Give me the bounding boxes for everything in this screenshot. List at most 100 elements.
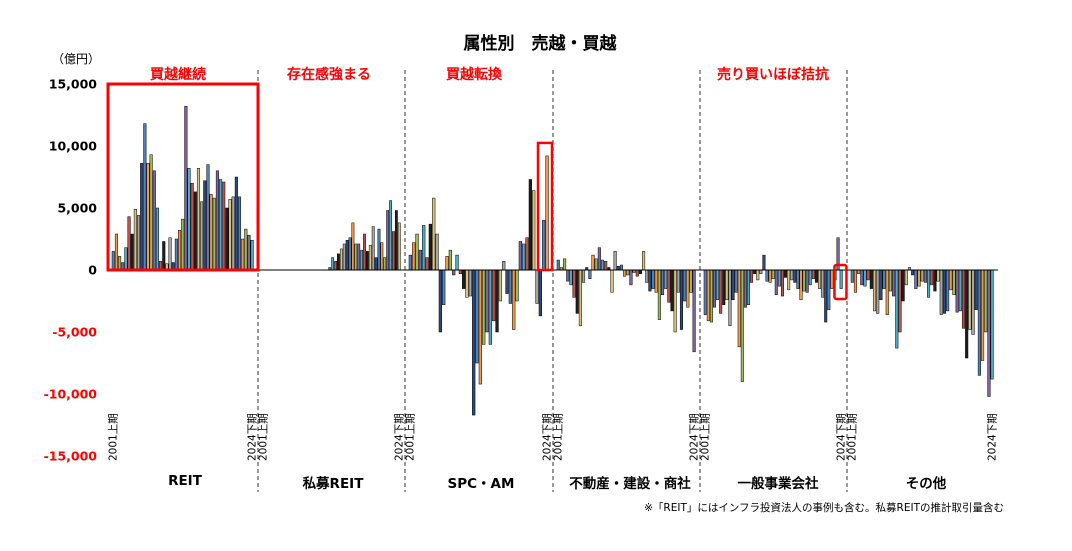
bar (545, 155, 549, 271)
period-start-label: 2001上期 (257, 413, 269, 461)
bar (528, 179, 532, 271)
bar (130, 233, 134, 271)
bar (974, 269, 978, 310)
bar (623, 269, 627, 277)
bar (495, 269, 499, 333)
y-tick-label: 0 (88, 263, 97, 278)
bar (468, 269, 472, 297)
bar (796, 269, 800, 289)
bar (895, 269, 899, 349)
bar (673, 269, 677, 333)
bar (619, 264, 623, 271)
bar (737, 269, 741, 348)
period-end-label: 2024下期 (688, 413, 700, 461)
bar (876, 269, 880, 314)
bar (805, 269, 809, 293)
bar (219, 179, 223, 271)
period-labels: 2001上期 2024下期 2001上期 2024下期 2001上期 2024下期 2001… (108, 413, 999, 461)
bar (241, 238, 245, 271)
bar (911, 269, 915, 276)
bar (946, 269, 950, 312)
bar (857, 269, 861, 274)
bar (222, 181, 226, 271)
bar (203, 180, 207, 271)
category-label: 一般事業会社 (738, 475, 819, 492)
period-end-label: 2024下期 (394, 413, 406, 461)
bar (250, 239, 254, 271)
bar (638, 269, 642, 274)
bar (923, 269, 927, 283)
y-tick-label: -10,000 (44, 387, 98, 402)
bar (774, 269, 778, 296)
y-tick-label: 10,000 (49, 139, 98, 154)
bar (124, 247, 128, 271)
bar (981, 269, 985, 361)
bar (428, 223, 432, 271)
bar (354, 243, 358, 271)
category-label: SPC・AM (448, 476, 515, 492)
footnote: ※「REIT」にはインフラ投資法人の事例も含む。私募REITの推計取引量含む (644, 501, 1004, 514)
company-highlight-box (833, 263, 848, 301)
bar (676, 269, 680, 293)
bar (563, 258, 567, 271)
bar (679, 269, 684, 330)
bar (538, 269, 542, 317)
bar (478, 269, 482, 385)
bar (582, 269, 586, 283)
bar (351, 222, 355, 271)
bar (415, 233, 419, 271)
bar (140, 163, 144, 271)
bar (394, 210, 398, 271)
bar (168, 237, 172, 271)
bar (984, 269, 988, 333)
bar (613, 251, 617, 271)
bar (734, 269, 738, 293)
bar (377, 228, 381, 271)
bar (600, 259, 605, 271)
bar (706, 269, 710, 322)
bar (542, 220, 546, 271)
bar (111, 251, 115, 271)
bar (765, 269, 769, 282)
bar (386, 210, 390, 271)
bar (731, 269, 735, 301)
group-annotations: 買越継続 存在感強まる 買越転換 売り買いほぼ拮抗 (150, 66, 829, 83)
bar (753, 269, 757, 274)
period-end-label: 2024下期 (836, 413, 848, 461)
bar (465, 269, 469, 298)
bar (642, 251, 646, 271)
bar (392, 231, 395, 271)
bar (814, 269, 818, 283)
bar (657, 269, 661, 320)
bar (389, 200, 392, 271)
bar (422, 225, 426, 271)
category-labels: REIT 私募REIT SPC・AM 不動産・建設・商社 一般事業会社 その他 (168, 473, 947, 492)
bar (914, 269, 918, 289)
bar (686, 269, 690, 308)
bar (713, 269, 717, 308)
annotation-label: 売り買いほぼ拮抗 (717, 66, 829, 83)
bar (882, 269, 886, 289)
bar (118, 256, 122, 271)
bar (971, 269, 975, 335)
bar (827, 269, 831, 310)
bar (498, 269, 502, 302)
bar (342, 243, 346, 271)
bar (780, 269, 784, 297)
bar (892, 269, 896, 297)
bar (442, 269, 446, 305)
bar (566, 269, 570, 282)
spc-highlight-box (536, 141, 554, 272)
bar (209, 194, 213, 271)
bar (610, 269, 614, 293)
bar (368, 244, 372, 271)
bar (502, 261, 506, 271)
y-tick-label: 5,000 (57, 201, 97, 216)
bar (787, 269, 791, 291)
bar (853, 269, 858, 293)
bar (363, 233, 366, 271)
bar (740, 269, 744, 382)
bar (187, 168, 191, 271)
bar (569, 269, 573, 286)
bar (750, 269, 754, 283)
